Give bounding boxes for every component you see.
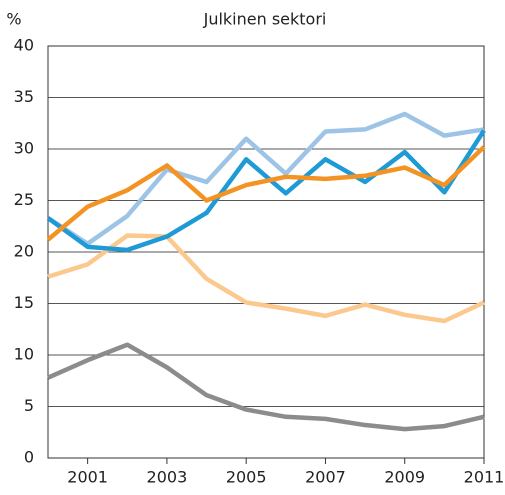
- x-tick-label: 2007: [305, 468, 346, 487]
- y-tick-label: 30: [14, 139, 34, 158]
- y-tick-label: 10: [14, 345, 34, 364]
- y-tick-label: 15: [14, 293, 34, 312]
- series-line: [47, 233, 485, 324]
- y-tick-label: 35: [14, 87, 34, 106]
- y-tick-label: 0: [24, 448, 34, 467]
- y-tick-label: 20: [14, 242, 34, 261]
- x-tick-label: 2001: [67, 468, 108, 487]
- chart-title: Julkinen sektori: [203, 10, 327, 29]
- series-line: [47, 342, 485, 432]
- y-tick-label: 5: [24, 396, 34, 415]
- x-tick-label: 2011: [464, 468, 505, 487]
- series-line: [46, 111, 485, 247]
- x-tick-label: 2003: [147, 468, 188, 487]
- plot-frame: [47, 45, 485, 459]
- series-line: [46, 129, 486, 253]
- series-line: [46, 145, 486, 242]
- y-tick-label: 25: [14, 190, 34, 209]
- x-tick-label: 2005: [226, 468, 267, 487]
- y-tick-label: 40: [14, 36, 34, 55]
- y-axis-label: %: [6, 10, 21, 29]
- x-tick-label: 2009: [384, 468, 425, 487]
